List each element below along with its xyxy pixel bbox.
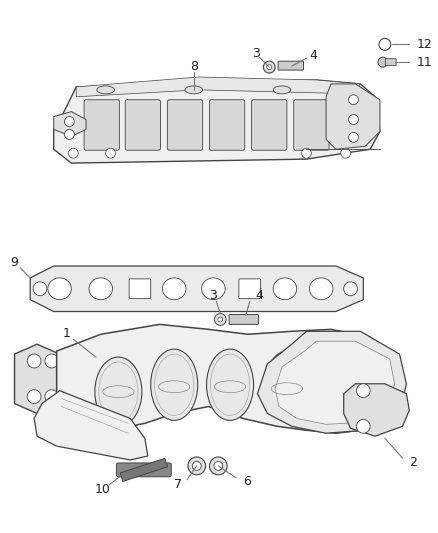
Circle shape [209,457,227,475]
Polygon shape [57,325,404,433]
Circle shape [344,282,357,296]
Ellipse shape [185,86,203,94]
Circle shape [357,419,370,433]
Text: 1: 1 [63,327,71,340]
Polygon shape [34,391,148,460]
Text: 12: 12 [416,38,432,51]
Polygon shape [120,458,168,481]
Text: 10: 10 [95,483,111,496]
FancyBboxPatch shape [251,100,287,150]
FancyBboxPatch shape [125,100,160,150]
Circle shape [45,354,59,368]
Circle shape [27,390,41,403]
Circle shape [349,95,358,104]
Circle shape [357,384,370,398]
Polygon shape [54,80,380,163]
FancyBboxPatch shape [167,100,203,150]
Ellipse shape [97,86,114,94]
Circle shape [214,313,226,325]
FancyBboxPatch shape [278,61,304,70]
Text: 7: 7 [174,478,182,491]
Ellipse shape [273,86,291,94]
FancyBboxPatch shape [117,463,171,477]
Ellipse shape [273,278,297,300]
Text: 11: 11 [416,55,432,69]
Circle shape [263,61,275,73]
Circle shape [218,317,223,322]
Circle shape [192,462,201,470]
Polygon shape [14,344,60,414]
Text: 4: 4 [255,289,263,302]
Circle shape [267,64,272,70]
FancyBboxPatch shape [84,100,120,150]
Polygon shape [30,266,363,311]
FancyBboxPatch shape [209,100,245,150]
FancyBboxPatch shape [129,279,151,298]
Circle shape [302,148,311,158]
Circle shape [214,462,223,470]
Circle shape [378,57,388,67]
Text: 2: 2 [410,456,417,470]
Circle shape [45,390,59,403]
Circle shape [349,115,358,125]
Polygon shape [76,77,360,97]
Ellipse shape [309,278,333,300]
FancyBboxPatch shape [294,100,329,150]
Ellipse shape [265,351,308,418]
Text: 9: 9 [11,255,18,269]
Ellipse shape [162,278,186,300]
Circle shape [379,38,391,50]
Circle shape [27,354,41,368]
Ellipse shape [89,278,113,300]
Ellipse shape [151,349,198,421]
Text: 3: 3 [209,289,217,302]
Polygon shape [275,341,395,424]
Polygon shape [344,384,410,436]
Ellipse shape [207,349,254,421]
Text: 8: 8 [190,60,198,72]
Ellipse shape [201,278,225,300]
Polygon shape [258,332,406,433]
Text: 3: 3 [251,47,259,60]
Circle shape [68,148,78,158]
Polygon shape [326,84,380,149]
Circle shape [349,132,358,142]
Ellipse shape [48,278,71,300]
Ellipse shape [95,357,142,426]
Circle shape [64,130,74,139]
Circle shape [106,148,116,158]
Text: 4: 4 [309,49,317,62]
Circle shape [188,457,205,475]
Circle shape [64,117,74,126]
Polygon shape [54,111,86,136]
Circle shape [33,282,47,296]
FancyBboxPatch shape [385,59,396,66]
Circle shape [341,148,350,158]
FancyBboxPatch shape [229,314,258,325]
Text: 6: 6 [243,475,251,488]
FancyBboxPatch shape [239,279,261,298]
